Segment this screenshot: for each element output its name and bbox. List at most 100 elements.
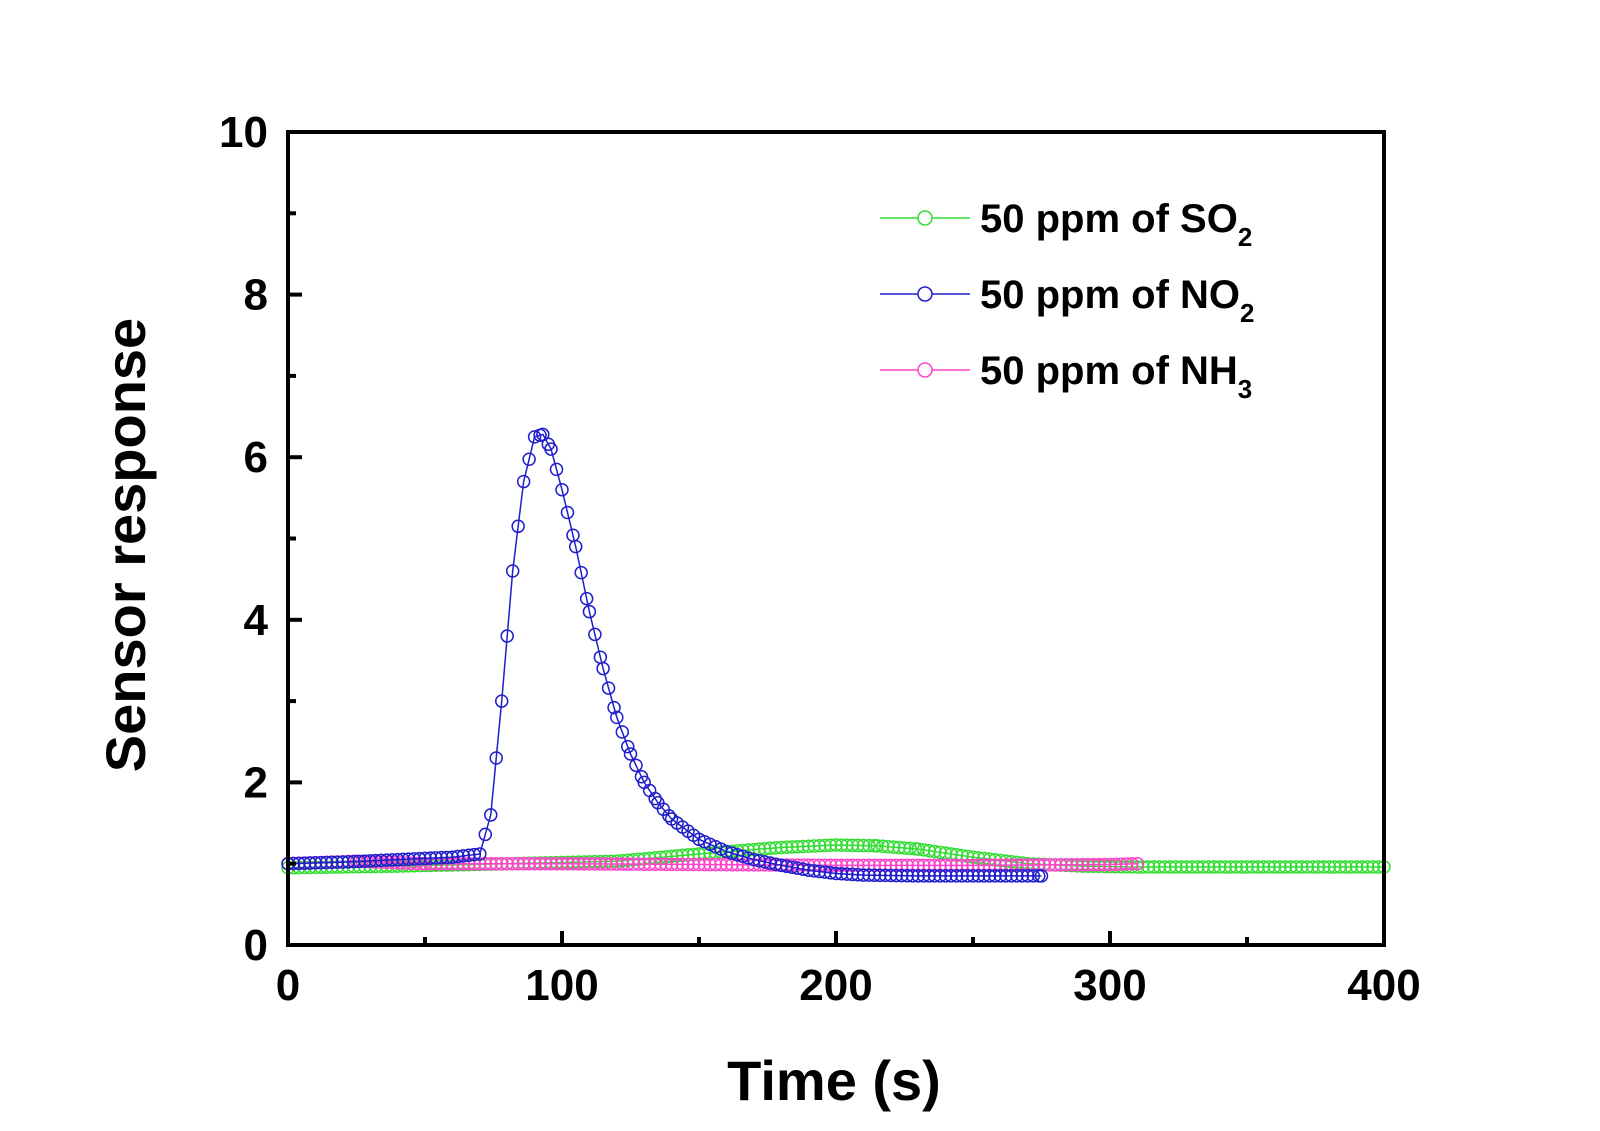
- x-tick-label: 300: [1073, 961, 1146, 1010]
- data-point: [596, 661, 610, 676]
- data-point: [527, 430, 542, 444]
- data-point: [911, 869, 925, 883]
- data-point: [1366, 860, 1380, 874]
- data-point: [988, 869, 1002, 883]
- data-point: [1251, 860, 1265, 874]
- data-point: [1207, 860, 1221, 874]
- data-point: [390, 852, 405, 867]
- data-point: [407, 852, 421, 866]
- data-point: [653, 857, 668, 872]
- data-point: [599, 857, 613, 871]
- data-point: [905, 869, 920, 883]
- data-point: [692, 847, 706, 861]
- data-point: [878, 868, 893, 883]
- data-point: [588, 857, 602, 871]
- data-point: [955, 858, 969, 873]
- data-point: [1218, 860, 1232, 874]
- data-point: [555, 482, 569, 497]
- data-point: [1103, 857, 1117, 872]
- data-point: [1081, 857, 1095, 872]
- legend-marker: [917, 210, 933, 226]
- data-point: [423, 851, 438, 865]
- data-point: [758, 841, 772, 856]
- x-tick-label: 200: [799, 961, 872, 1010]
- data-point: [862, 838, 876, 853]
- data-point: [922, 858, 936, 873]
- data-point: [1349, 860, 1364, 874]
- data-point: [621, 739, 635, 754]
- data-point: [911, 858, 925, 873]
- data-point: [818, 838, 832, 853]
- data-point: [801, 839, 816, 853]
- data-point: [796, 839, 810, 854]
- data-point: [505, 856, 520, 871]
- data-point: [1004, 869, 1019, 883]
- data-point: [966, 869, 980, 883]
- data-point: [779, 840, 794, 854]
- data-point: [982, 869, 997, 883]
- data-point: [522, 856, 536, 871]
- data-point: [368, 853, 383, 868]
- data-point: [456, 849, 471, 863]
- data-point: [845, 838, 860, 853]
- data-point: [1075, 857, 1090, 872]
- data-point: [621, 857, 635, 871]
- data-point: [303, 856, 317, 870]
- data-point: [1026, 869, 1041, 883]
- plot-frame: [286, 130, 1386, 947]
- data-point: [516, 474, 531, 489]
- data-point: [845, 867, 860, 882]
- data-point: [1196, 860, 1210, 874]
- data-point: [489, 856, 503, 871]
- data-point: [1059, 858, 1073, 872]
- data-point: [922, 869, 936, 883]
- data-point: [900, 858, 914, 873]
- data-point: [703, 857, 717, 872]
- data-point: [388, 855, 402, 870]
- data-point: [933, 858, 947, 873]
- data-point: [659, 857, 673, 872]
- data-point: [829, 838, 843, 852]
- data-point: [308, 856, 323, 870]
- data-point: [708, 857, 723, 872]
- data-point: [1190, 860, 1205, 874]
- data-point: [314, 855, 328, 870]
- data-point: [681, 857, 695, 872]
- data-point: [823, 838, 838, 852]
- data-point: [582, 604, 597, 619]
- data-point: [884, 868, 898, 883]
- data-point: [396, 852, 410, 867]
- data-point: [1262, 860, 1276, 874]
- data-point: [977, 858, 991, 873]
- data-point: [719, 857, 734, 872]
- data-point: [1229, 860, 1243, 874]
- data-point: [527, 856, 542, 871]
- x-axis-title: Time (s): [727, 1049, 941, 1112]
- y-tick-label: 0: [244, 921, 268, 970]
- y-axis-title: Sensor response: [94, 318, 157, 772]
- data-point: [560, 856, 575, 871]
- data-point: [933, 869, 947, 883]
- data-point: [949, 869, 964, 883]
- data-point: [579, 591, 594, 606]
- data-point: [818, 865, 832, 879]
- data-point: [944, 869, 958, 883]
- y-tick-label: 2: [244, 758, 268, 807]
- data-point: [500, 629, 514, 643]
- data-point: [1010, 858, 1024, 872]
- data-point: [1119, 857, 1134, 871]
- data-point: [1048, 858, 1062, 872]
- data-point: [1108, 857, 1123, 872]
- data-point: [577, 857, 591, 871]
- data-point: [911, 842, 925, 856]
- data-point: [1114, 857, 1128, 871]
- data-point: [1042, 858, 1057, 872]
- data-point: [1240, 860, 1254, 874]
- data-point: [949, 858, 964, 873]
- series-2: [281, 427, 1049, 883]
- data-point: [549, 462, 564, 477]
- data-point: [999, 858, 1013, 872]
- data-point: [1322, 860, 1336, 874]
- data-point: [971, 869, 986, 883]
- data-point: [330, 855, 345, 869]
